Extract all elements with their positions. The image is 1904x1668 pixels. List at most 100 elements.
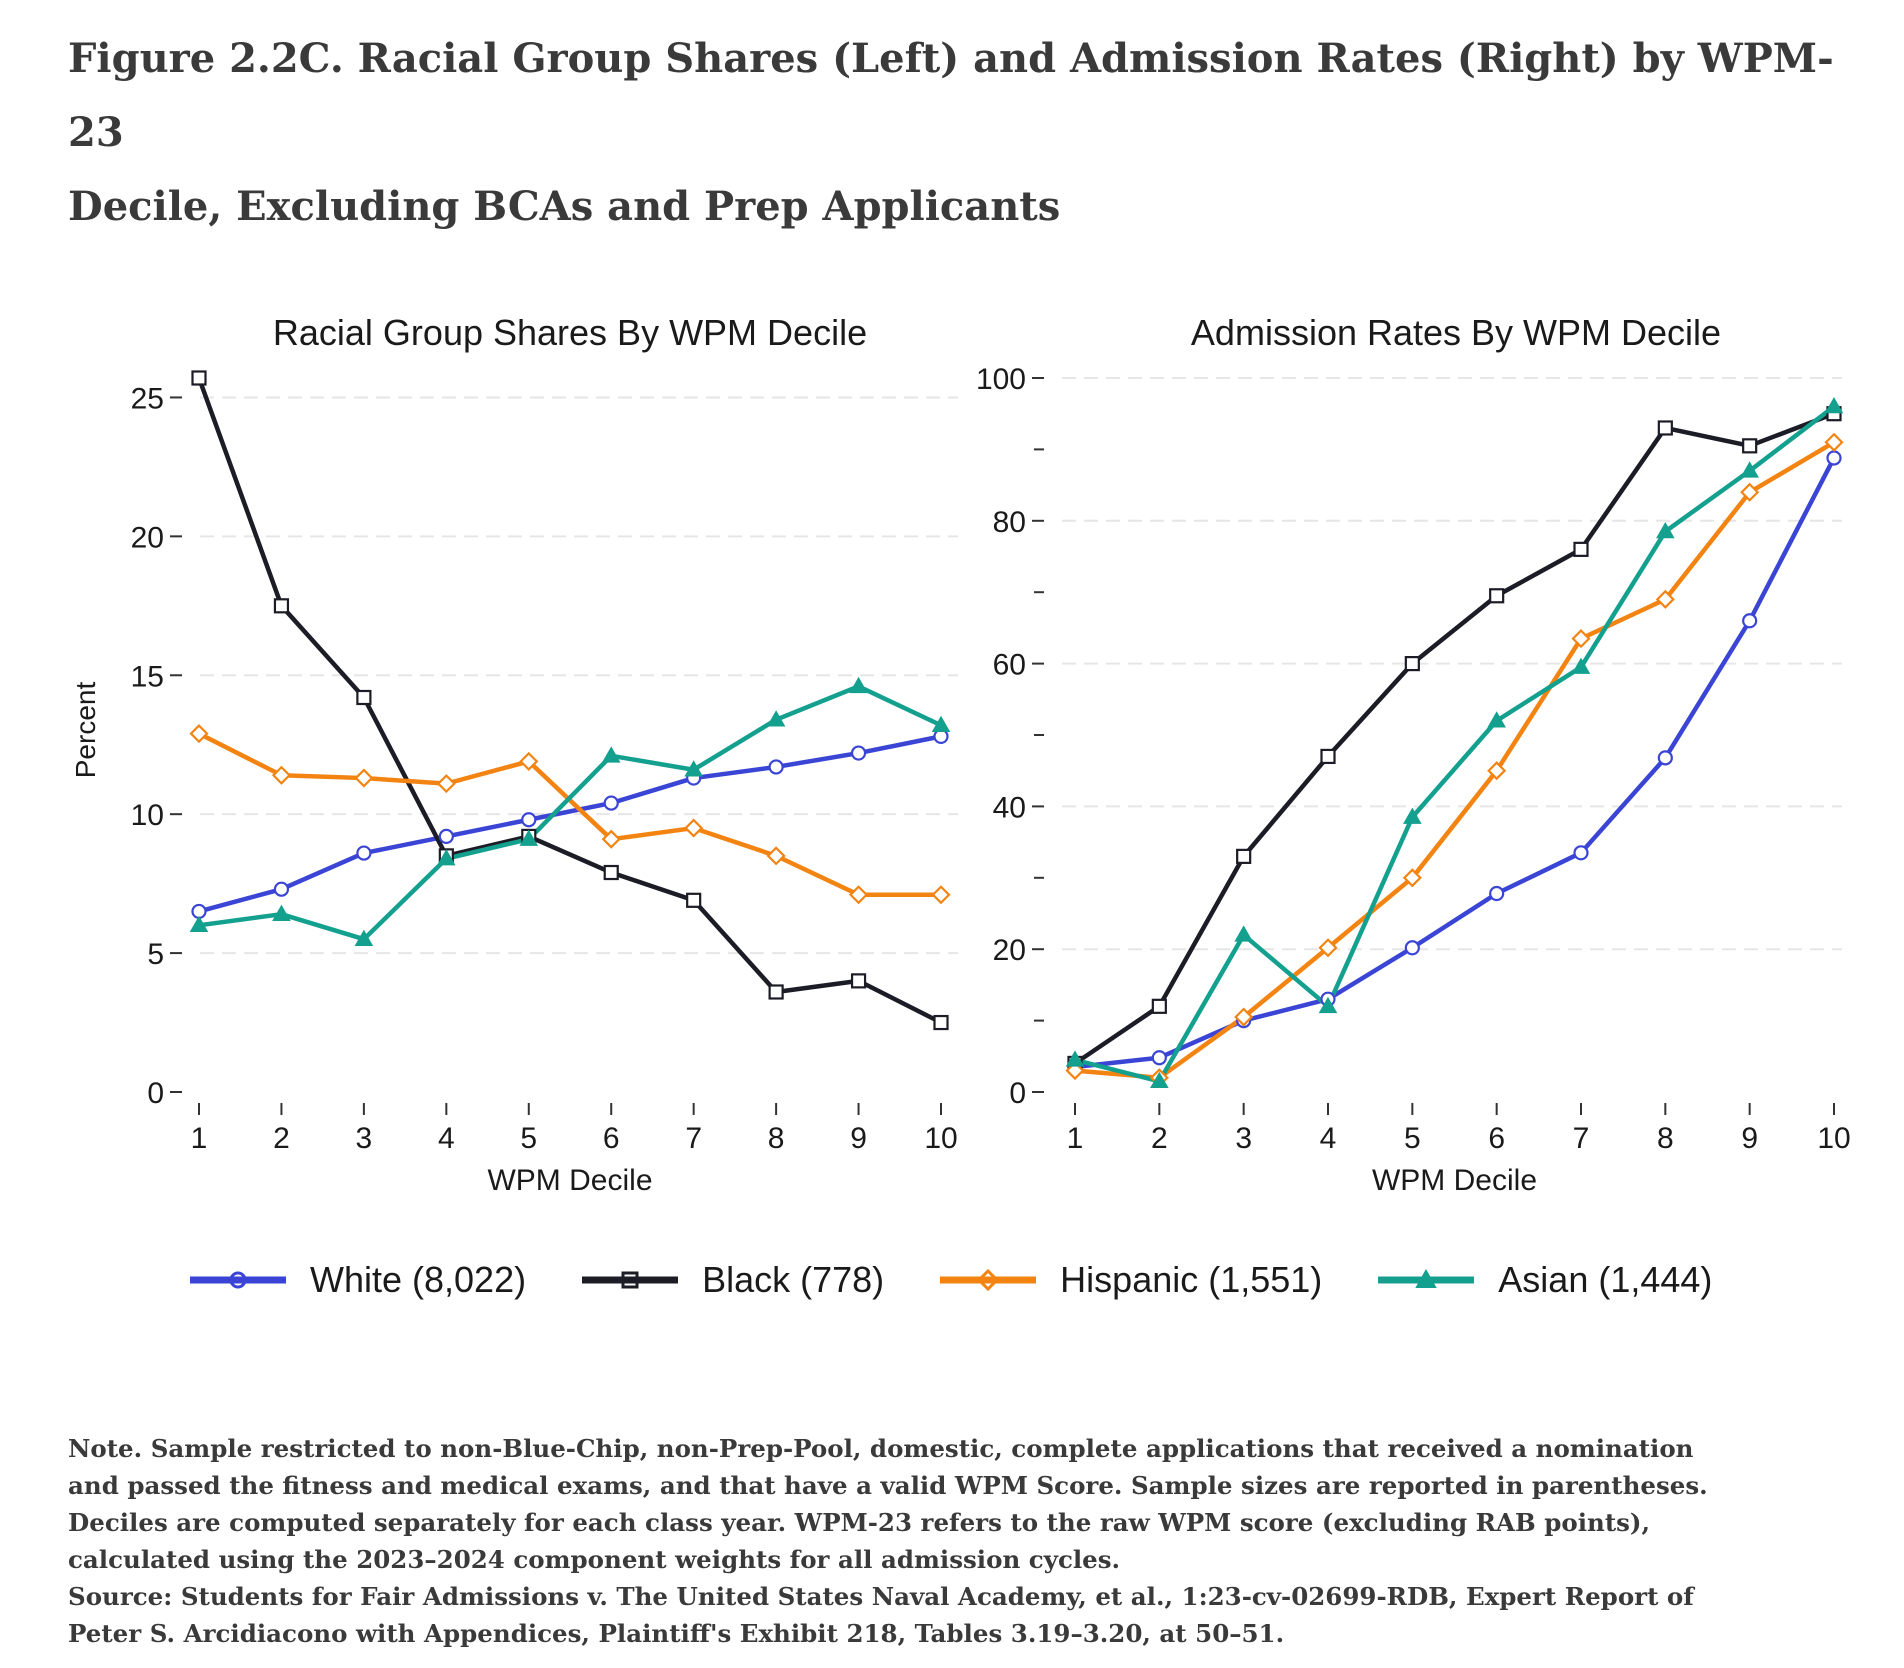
right-point-asian-8 — [1656, 521, 1675, 539]
left-y-tick-label: 20 — [131, 521, 164, 554]
right-point-black-6 — [1489, 588, 1505, 604]
right-point-asian-9 — [1740, 461, 1759, 478]
left-point-white-4 — [438, 828, 454, 845]
left-x-tick-label: 3 — [356, 1122, 373, 1155]
legend-item-hispanic: Hispanic (1,551) — [940, 1259, 1322, 1301]
figure-title: Figure 2.2C. Racial Group Shares (Left) … — [68, 22, 1858, 244]
right-x-tick-label: 2 — [1151, 1122, 1168, 1155]
right-point-white-5 — [1404, 940, 1420, 956]
right-series-line-black — [1072, 411, 1837, 1066]
left-y-tick-label: 25 — [131, 382, 164, 415]
left-point-white-3 — [356, 845, 372, 861]
left-point-white-8 — [768, 759, 784, 775]
legend-label-white: White (8,022) — [310, 1259, 527, 1300]
right-point-hispanic-6 — [1487, 761, 1507, 781]
right-point-black-8 — [1657, 420, 1673, 436]
left-point-asian-6 — [601, 746, 621, 763]
left-point-hispanic-10 — [931, 885, 951, 905]
right-series-line-white — [1072, 455, 1837, 1070]
right-point-black-7 — [1573, 541, 1589, 557]
right-x-axis-label: WPM Decile — [1372, 1164, 1537, 1197]
left-point-asian-3 — [354, 929, 374, 946]
figure-title-line-2: Decile, Excluding BCAs and Prep Applican… — [68, 183, 1061, 230]
left-point-hispanic-2 — [271, 765, 292, 785]
left-point-black-6 — [603, 864, 619, 881]
legend-item-white: White (8,022) — [190, 1259, 526, 1301]
right-x-tick-label: 9 — [1741, 1122, 1758, 1155]
left-series-line-black — [196, 375, 944, 1025]
left-x-axis-label: WPM Decile — [487, 1164, 652, 1197]
right-point-hispanic-3 — [1234, 1007, 1254, 1027]
left-point-asian-9 — [849, 676, 868, 694]
legend: White (8,022) Black (778) Hispanic (1,55… — [190, 1250, 1790, 1310]
left-point-hispanic-6 — [601, 829, 621, 849]
left-chart-title: Racial Group Shares By WPM Decile — [273, 312, 867, 353]
left-x-tick-label: 8 — [768, 1122, 785, 1155]
right-point-black-5 — [1404, 655, 1420, 672]
left-point-hispanic-9 — [848, 885, 869, 905]
left-point-asian-2 — [272, 904, 291, 921]
left-y-tick-label: 5 — [147, 938, 164, 971]
left-y-tick-label: 0 — [147, 1077, 164, 1110]
left-x-tick-label: 9 — [850, 1122, 867, 1155]
right-point-hispanic-5 — [1402, 868, 1422, 888]
left-point-asian-8 — [766, 710, 786, 727]
left-chart-racial-shares: Racial Group Shares By WPM Decile0510152… — [70, 312, 958, 1197]
right-series-line-hispanic — [1072, 440, 1837, 1080]
right-point-white-2 — [1151, 1050, 1167, 1066]
right-chart-title: Admission Rates By WPM Decile — [1191, 312, 1721, 353]
left-y-tick-label: 15 — [131, 660, 164, 693]
legend-label-black: Black (778) — [702, 1259, 885, 1300]
left-series-line-white — [196, 734, 944, 914]
left-y-axis-label: Percent — [70, 682, 101, 779]
right-x-tick-label: 1 — [1067, 1122, 1084, 1155]
source-line-1: Source: Students for Fair Admissions v. … — [68, 1582, 1694, 1611]
left-x-tick-label: 5 — [520, 1122, 537, 1155]
figure-title-line-1: Figure 2.2C. Racial Group Shares (Left) … — [68, 35, 1834, 156]
right-point-asian-3 — [1234, 925, 1253, 942]
left-point-white-6 — [603, 795, 619, 811]
left-point-black-7 — [686, 892, 702, 908]
right-point-white-6 — [1489, 885, 1505, 902]
left-series-line-asian — [196, 684, 944, 942]
left-point-white-9 — [850, 745, 867, 761]
left-point-black-1 — [191, 370, 207, 386]
right-point-asian-6 — [1487, 711, 1506, 728]
left-x-tick-label: 1 — [191, 1122, 208, 1155]
right-x-tick-label: 4 — [1320, 1122, 1337, 1155]
left-point-asian-10 — [931, 715, 951, 733]
left-point-asian-1 — [189, 915, 209, 933]
left-point-asian-4 — [437, 849, 456, 866]
right-point-white-7 — [1573, 845, 1589, 861]
left-point-white-2 — [273, 881, 290, 897]
left-point-asian-7 — [684, 760, 703, 777]
legend-swatch-hispanic — [940, 1268, 1037, 1292]
right-y-tick-label: 20 — [993, 934, 1026, 967]
right-x-tick-label: 5 — [1404, 1122, 1421, 1155]
legend-label-asian: Asian (1,444) — [1498, 1259, 1713, 1300]
legend-item-black: Black (778) — [582, 1259, 884, 1301]
right-point-asian-10 — [1824, 397, 1844, 414]
left-point-hispanic-4 — [436, 774, 456, 794]
right-point-hispanic-4 — [1318, 938, 1338, 958]
right-point-asian-2 — [1150, 1071, 1169, 1089]
legend-item-asian: Asian (1,444) — [1378, 1259, 1712, 1301]
right-y-tick-label: 0 — [1009, 1077, 1026, 1110]
right-point-hispanic-7 — [1571, 629, 1591, 649]
left-x-tick-label: 2 — [273, 1122, 290, 1155]
left-x-tick-label: 6 — [603, 1122, 620, 1155]
figure-note: Note. Sample restricted to non-Blue-Chip… — [68, 1430, 1888, 1652]
charts-canvas: Racial Group Shares By WPM Decile0510152… — [70, 312, 1851, 1197]
right-x-tick-label: 6 — [1488, 1122, 1505, 1155]
left-point-hispanic-1 — [189, 724, 209, 744]
right-point-white-8 — [1657, 750, 1673, 766]
right-y-tick-label: 80 — [993, 506, 1026, 539]
left-point-hispanic-3 — [354, 768, 374, 788]
left-point-hispanic-5 — [519, 751, 539, 771]
left-y-tick-label: 10 — [131, 799, 164, 832]
source-line-2: Peter S. Arcidiacono with Appendices, Pl… — [68, 1619, 1285, 1648]
left-point-black-3 — [356, 689, 372, 706]
legend-label-hispanic: Hispanic (1,551) — [1060, 1259, 1323, 1300]
left-x-tick-label: 10 — [924, 1122, 957, 1155]
right-point-hispanic-10 — [1824, 432, 1844, 452]
